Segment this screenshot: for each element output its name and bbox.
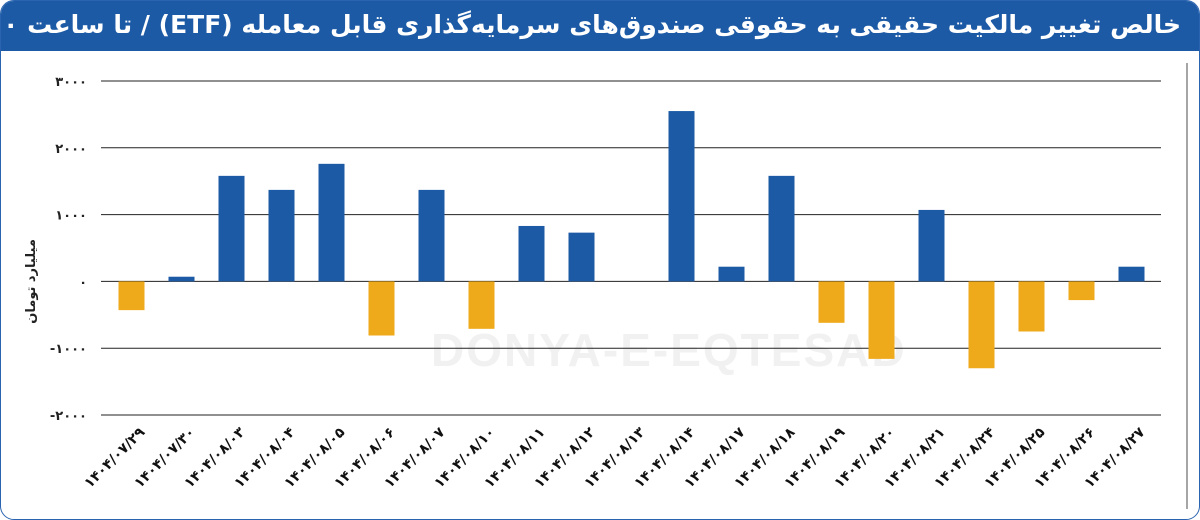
y-tick-label: ۰: [79, 275, 87, 290]
bar: [468, 281, 495, 329]
bar: [768, 175, 795, 282]
title-bar: خالص تغییر مالکیت حقیقی به حقوقی صندوق‌ه…: [1, 1, 1199, 51]
bar: [868, 281, 895, 359]
bar: [568, 232, 595, 282]
bar: [168, 276, 195, 282]
y-axis-label: میلیارد تومان: [24, 239, 39, 324]
bar: [1018, 281, 1045, 332]
bar: [218, 175, 245, 282]
bar: [1118, 266, 1145, 282]
bar: [918, 209, 945, 282]
watermark: DONYA-E-EQTESAD: [431, 324, 907, 376]
bar: [718, 266, 745, 282]
bar: [318, 163, 345, 282]
y-tick-label: ۱۰۰۰: [55, 209, 87, 224]
y-tick-label: -۲۰۰۰: [50, 409, 87, 424]
bar: [518, 225, 545, 282]
bar: [818, 281, 845, 323]
y-tick-label: -۱۰۰۰: [50, 342, 87, 357]
y-tick-label: ۳۰۰۰: [55, 75, 87, 90]
bar: [418, 189, 445, 282]
bar: [968, 281, 995, 369]
bar: [268, 189, 295, 282]
chart-title: خالص تغییر مالکیت حقیقی به حقوقی صندوق‌ه…: [1, 10, 1181, 39]
bar: [1068, 281, 1095, 301]
bar: [668, 111, 695, 282]
bar: [368, 281, 395, 336]
bar: [118, 281, 145, 311]
y-tick-label: ۲۰۰۰: [55, 142, 87, 157]
